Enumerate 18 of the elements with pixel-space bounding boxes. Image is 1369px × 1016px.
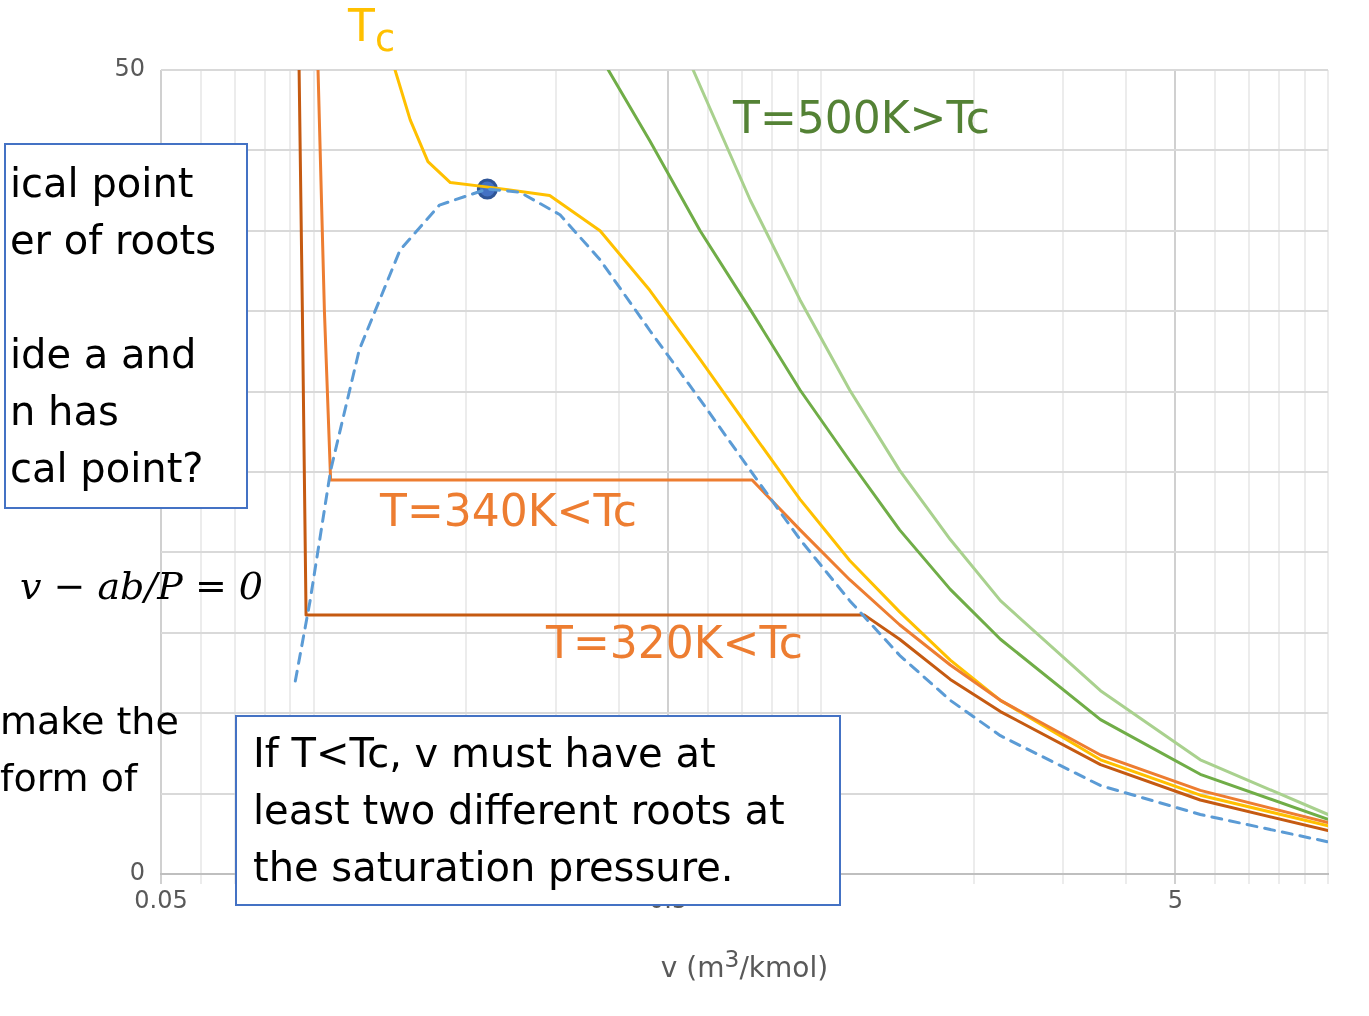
y-tick-label: 50 xyxy=(114,54,145,83)
annotation: make the xyxy=(0,698,179,745)
text: n has xyxy=(10,387,120,436)
x-axis-title: v (m$^{3}$/kmol) xyxy=(660,945,829,985)
annotation: cal point? xyxy=(10,444,205,493)
annotation: T=320K<Tc xyxy=(546,617,804,669)
text: T$_{c}$ xyxy=(348,0,396,62)
annotation: T=500K>Tc xyxy=(733,92,991,144)
y-tick-label: 0 xyxy=(129,858,145,887)
annotation: er of roots xyxy=(10,216,218,265)
annotation: ical point xyxy=(10,159,195,208)
annotation: If T<Tc, v must have at least two different roots at the saturation pressure. xyxy=(253,729,786,892)
x-tick-label: 0.05 xyxy=(134,885,188,914)
x-tick-label: 5 xyxy=(1167,885,1183,914)
annotation: T=340K<Tc xyxy=(380,485,638,537)
annotation: v − ab/P = 0 xyxy=(20,563,263,610)
annotation: ide a and xyxy=(10,330,198,379)
text: form of xyxy=(0,755,138,802)
